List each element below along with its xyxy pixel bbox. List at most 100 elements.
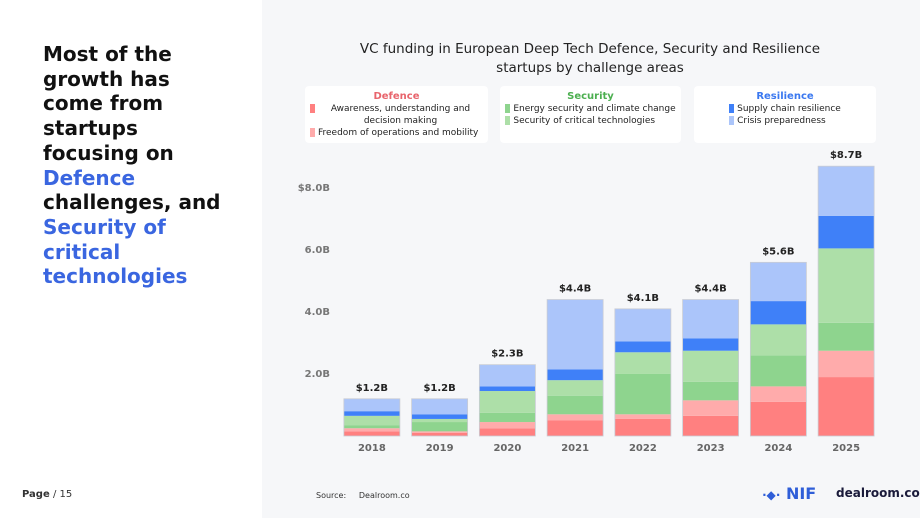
legend-group: Resilience Supply chain resilience Crisis …: [694, 86, 876, 143]
bar-segment: [343, 428, 400, 432]
total-label: $8.7B: [830, 150, 862, 161]
legend-swatch: [310, 104, 315, 113]
bar-segment: [818, 215, 875, 249]
bar-segment: [411, 432, 468, 436]
page-number: Page / 15: [22, 489, 72, 500]
bar-segment: [818, 166, 875, 216]
bar-outline: [817, 165, 875, 437]
legend-swatch: [729, 104, 735, 113]
legend-title: Resilience: [756, 91, 814, 102]
bar-segment: [343, 411, 400, 416]
bar-segment: [750, 301, 807, 325]
bar-segment: [343, 425, 400, 429]
page-count: / 15: [52, 489, 73, 500]
bar-segment: [818, 377, 875, 436]
bar-segment: [547, 369, 604, 381]
bar-segment: [682, 400, 739, 416]
bar-segment: [479, 422, 536, 429]
legend-item: Freedom of operations and mobility: [310, 127, 483, 139]
bar-segment: [818, 248, 875, 323]
bar-outline: [614, 308, 672, 437]
legend-item: Security of critical technologies: [505, 115, 675, 127]
legend-item: Supply chain resilience: [729, 103, 841, 115]
legend-group: Security Energy security and climate chan…: [500, 86, 681, 143]
bar-outline: [411, 398, 469, 437]
x-tick-label: 2019: [426, 443, 454, 454]
bar-segment: [682, 350, 739, 382]
source-name: Dealroom.co: [358, 491, 410, 500]
heading: Most of the growth has come from startup…: [43, 42, 233, 289]
bar-outline: [749, 261, 807, 437]
bar-segment: [818, 350, 875, 378]
bar-segment: [479, 428, 536, 436]
y-tick-label: 6.0B: [305, 245, 330, 256]
bar-segment: [479, 412, 536, 423]
bar-segment: [343, 415, 400, 426]
bar-segment: [343, 398, 400, 412]
legend-group: Defence Awareness, understanding and deci…: [305, 86, 488, 143]
x-tick-label: 2018: [358, 443, 386, 454]
total-label: $4.4B: [694, 284, 726, 295]
x-tick-label: 2020: [493, 443, 521, 454]
left-panel: [0, 0, 262, 518]
bar-segment: [479, 391, 536, 413]
bar-outline: [343, 398, 401, 437]
bar-segment: [682, 381, 739, 401]
y-tick-label: $8.0B: [298, 183, 330, 194]
total-label: $2.3B: [491, 349, 523, 360]
x-tick-label: 2023: [697, 443, 725, 454]
bar-segment: [547, 380, 604, 396]
bar-segment: [750, 401, 807, 436]
bar-segment: [411, 398, 468, 415]
legend-list: Energy security and climate change Securi…: [505, 103, 676, 127]
x-tick-label: 2025: [832, 443, 860, 454]
legend-item: Crisis preparedness: [729, 115, 841, 127]
legend-item: Awareness, understanding and decision ma…: [310, 103, 483, 127]
bar-segment: [411, 418, 468, 423]
legend-title: Security: [567, 91, 614, 102]
legend-list: Awareness, understanding and decision ma…: [310, 103, 483, 139]
bar-segment: [614, 414, 671, 419]
source: Source: Dealroom.co: [316, 491, 410, 500]
bar-segment: [411, 414, 468, 419]
legend-label: Supply chain resilience: [737, 104, 841, 114]
total-label: $4.4B: [559, 284, 591, 295]
bar-segment: [547, 395, 604, 415]
heading-part: Defence: [43, 165, 136, 190]
bar-segment: [750, 355, 807, 387]
heading-part: challenges, and: [43, 190, 221, 215]
bar-segment: [547, 420, 604, 436]
bar-outline: [682, 299, 740, 437]
bar-segment: [750, 262, 807, 302]
bar-segment: [411, 422, 468, 432]
page-label: Page: [22, 489, 50, 500]
y-tick-label: 2.0B: [305, 369, 330, 380]
legend-label: Freedom of operations and mobility: [318, 128, 479, 138]
legend-label: Security of critical technologies: [513, 116, 656, 126]
bar-segment: [750, 324, 807, 356]
x-tick-label: 2022: [629, 443, 657, 454]
logo-dealroom: dealroom.co: [836, 486, 920, 500]
heading-part: Security of critical technologies: [43, 214, 188, 289]
legend-swatch: [505, 116, 511, 125]
total-label: $1.2B: [356, 383, 388, 394]
y-tick-label: 4.0B: [305, 307, 330, 318]
bar-segment: [547, 299, 604, 370]
bar-segment: [411, 431, 468, 433]
bar-segment: [682, 415, 739, 436]
bar-segment: [479, 386, 536, 392]
bar-segment: [614, 352, 671, 374]
x-tick-label: 2024: [764, 443, 792, 454]
legend-list: Supply chain resilience Crisis preparedne…: [729, 103, 841, 127]
total-label: $1.2B: [423, 383, 455, 394]
legend-swatch: [505, 104, 511, 113]
bar-segment: [682, 299, 739, 339]
bar-segment: [614, 308, 671, 342]
legend-label: Crisis preparedness: [737, 116, 826, 126]
chart-title: VC funding in European Deep Tech Defence…: [359, 41, 821, 76]
total-label: $4.1B: [627, 293, 659, 304]
bar-segment: [614, 341, 671, 353]
legend-swatch: [729, 116, 735, 125]
bar-segment: [547, 414, 604, 421]
bar-segment: [343, 431, 400, 436]
